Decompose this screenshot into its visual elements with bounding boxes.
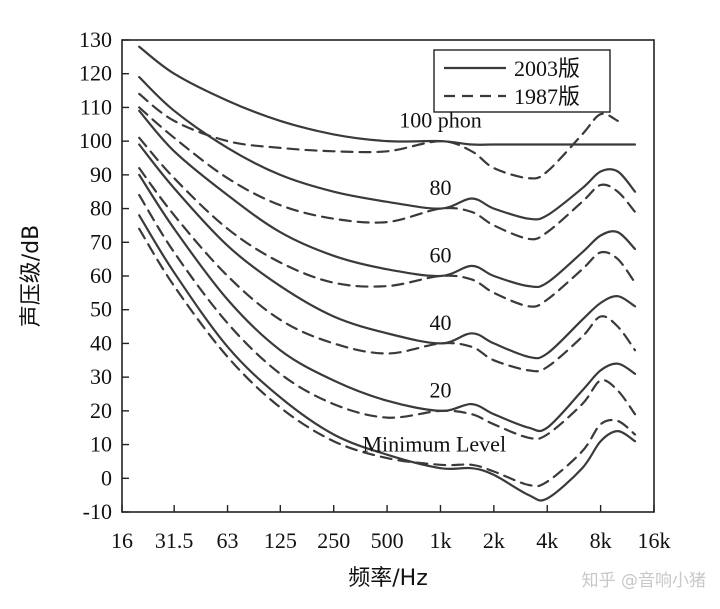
x-axis-ticks: 16 31.5 63 125 250 500 1k 2k 4k 8k 16k — [111, 505, 671, 553]
y-tick-label: 30 — [90, 364, 112, 389]
y-tick-label: -10 — [83, 499, 112, 524]
y-tick-label: 90 — [90, 162, 112, 187]
y-tick-label: 10 — [90, 432, 112, 457]
y-tick-label: 110 — [80, 94, 112, 119]
series-1987-line — [138, 227, 637, 488]
legend: 2003版 1987版 — [433, 49, 611, 113]
x-tick-label: 1k — [429, 528, 451, 553]
y-tick-label: 120 — [79, 61, 112, 86]
series-2003-line — [138, 173, 637, 433]
series-2003-line — [138, 76, 637, 221]
series-1987-line — [138, 106, 637, 241]
y-tick-label: 100 — [79, 128, 112, 153]
curves-layer — [138, 45, 637, 502]
series-1987-line — [138, 92, 619, 180]
x-tick-label: 2k — [483, 528, 505, 553]
x-tick-label: 31.5 — [155, 528, 194, 553]
y-tick-label: 60 — [90, 263, 112, 288]
curve-annotation: 60 — [429, 243, 451, 268]
x-tick-label: 500 — [371, 528, 404, 553]
legend-label: 2003版 — [514, 56, 580, 81]
y-tick-label: 70 — [90, 229, 112, 254]
legend-box — [433, 49, 611, 113]
x-tick-label: 63 — [217, 528, 239, 553]
curve-annotation: 40 — [429, 310, 451, 335]
y-tick-label: 20 — [90, 398, 112, 423]
series-2003-line — [138, 109, 637, 289]
y-tick-label: 0 — [101, 465, 112, 490]
x-tick-label: 16k — [638, 528, 671, 553]
y-tick-label: 40 — [90, 330, 112, 355]
y-axis-ticks: -10 0 10 20 30 40 50 60 70 80 90 100 110 120 130 — [79, 27, 129, 524]
curve-annotation: 80 — [429, 175, 451, 200]
watermark: 知乎 @音响小猪 — [582, 571, 706, 591]
series-1987-line — [138, 136, 637, 308]
curve-annotation: Minimum Level — [362, 431, 506, 456]
x-tick-label: 125 — [264, 528, 297, 553]
y-axis-title: 声压级/dB — [19, 225, 44, 327]
x-tick-label: 250 — [317, 528, 350, 553]
series-2003-line — [138, 45, 637, 146]
x-tick-label: 8k — [590, 528, 612, 553]
curve-annotation: 20 — [429, 377, 451, 402]
series-2003-line — [138, 214, 637, 502]
x-tick-label: 16 — [111, 528, 133, 553]
y-tick-label: 50 — [90, 297, 112, 322]
x-tick-label: 4k — [536, 528, 558, 553]
y-tick-label: 130 — [79, 27, 112, 52]
series-1987-line — [138, 194, 637, 441]
series-1987-line — [138, 167, 637, 373]
x-axis-title: 频率/Hz — [348, 566, 428, 591]
y-tick-label: 80 — [90, 196, 112, 221]
series-2003-line — [138, 143, 637, 360]
legend-label: 1987版 — [514, 84, 580, 109]
